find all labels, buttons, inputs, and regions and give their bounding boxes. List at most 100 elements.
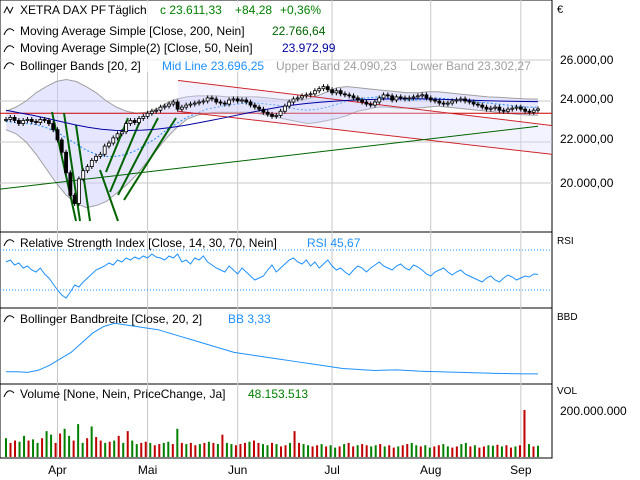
volume-bar	[406, 444, 409, 457]
volume-bar	[63, 428, 66, 457]
candle-body	[510, 107, 515, 110]
candle-body	[192, 102, 197, 105]
candle-body	[111, 137, 116, 144]
candle	[171, 99, 176, 107]
volume-bar	[32, 439, 35, 457]
candle	[488, 105, 493, 112]
volume-bar	[162, 442, 165, 457]
candle	[360, 97, 364, 105]
candle	[403, 95, 407, 102]
candle-body	[523, 108, 528, 112]
change-percent: +0,36%	[280, 3, 321, 17]
candle	[34, 119, 38, 125]
candle-body	[132, 120, 137, 123]
candle-body	[308, 93, 313, 96]
candle-body	[184, 104, 189, 108]
candle	[467, 98, 472, 105]
candle-body	[98, 153, 103, 157]
candle	[42, 116, 47, 123]
candle	[59, 137, 64, 155]
candle-body	[64, 151, 68, 174]
series-icon	[3, 239, 15, 247]
panel-frames	[0, 0, 553, 459]
volume-bar	[5, 438, 7, 457]
candle-body	[433, 99, 437, 102]
candle-body	[42, 119, 47, 121]
candle-body	[124, 123, 129, 133]
candle-body	[373, 101, 377, 106]
candle	[308, 91, 313, 98]
candle-body	[536, 108, 540, 111]
rsi-series	[0, 249, 552, 299]
candle	[265, 109, 270, 117]
volume-bar	[532, 446, 535, 457]
volume-bar	[140, 442, 143, 457]
candle	[334, 88, 339, 96]
candle	[531, 107, 536, 115]
candle	[282, 103, 287, 114]
volume-bar	[99, 440, 102, 457]
candle-body	[291, 98, 296, 103]
price-tick-22000: 22.000,00	[560, 132, 614, 146]
volume-bar	[68, 435, 71, 457]
candle	[154, 107, 159, 114]
volume-bar	[392, 447, 395, 457]
candle-body	[81, 170, 86, 180]
candle-body	[300, 95, 304, 99]
volume-bar	[302, 444, 305, 457]
volume-bar	[433, 446, 436, 457]
fan-trendline	[123, 117, 177, 201]
candle	[317, 86, 322, 94]
volume-bar	[451, 447, 454, 457]
bbw-label: Bollinger Bandbreite [Close, 20, 2]	[20, 312, 202, 326]
candle-body	[531, 109, 536, 113]
rsi-line	[5, 253, 539, 299]
candle	[278, 108, 283, 118]
candle	[201, 98, 206, 105]
candle-body	[330, 89, 334, 94]
volume-bar	[198, 444, 201, 457]
candle	[536, 106, 540, 113]
volume-bar	[9, 442, 12, 457]
bollinger-upper-value: Upper Band 24.090,23	[276, 59, 397, 73]
candle-body	[25, 119, 30, 121]
candle-body	[287, 101, 292, 107]
volume-bar	[18, 441, 21, 457]
candle-body	[68, 172, 73, 196]
candle	[471, 99, 476, 107]
volume-bar	[23, 435, 26, 457]
candle	[29, 116, 34, 124]
candle	[497, 104, 502, 113]
volume-bar	[469, 446, 472, 457]
volume-bar	[203, 442, 206, 457]
candle	[16, 118, 21, 127]
candle	[411, 94, 416, 101]
volume-bar	[90, 426, 93, 457]
candle	[261, 106, 266, 115]
candle	[85, 164, 90, 174]
volume-bar	[81, 442, 84, 457]
volume-bar	[307, 445, 310, 457]
candle	[390, 93, 395, 103]
candle-body	[446, 102, 450, 105]
candle-body	[506, 108, 510, 112]
close-value: c 23.611,33	[160, 3, 222, 17]
candle	[162, 103, 167, 110]
volume-value: 48.153.513	[248, 387, 308, 401]
candle-body	[364, 101, 369, 105]
rsi-label: Relative Strength Index [Close, 14, 30, …	[20, 236, 277, 250]
candle	[72, 192, 77, 206]
volume-bar	[329, 445, 332, 457]
candle	[244, 97, 249, 105]
volume-bar	[280, 446, 283, 457]
candle-body	[295, 97, 300, 100]
candle	[347, 92, 352, 99]
volume-bar	[243, 442, 246, 457]
ma200-label: Moving Average Simple [Close, 200, Nein]	[20, 24, 245, 38]
volume-bar	[131, 440, 134, 457]
candle	[205, 95, 210, 104]
candle-body	[158, 106, 163, 111]
series-icon	[3, 390, 15, 398]
volume-bar	[171, 444, 174, 457]
